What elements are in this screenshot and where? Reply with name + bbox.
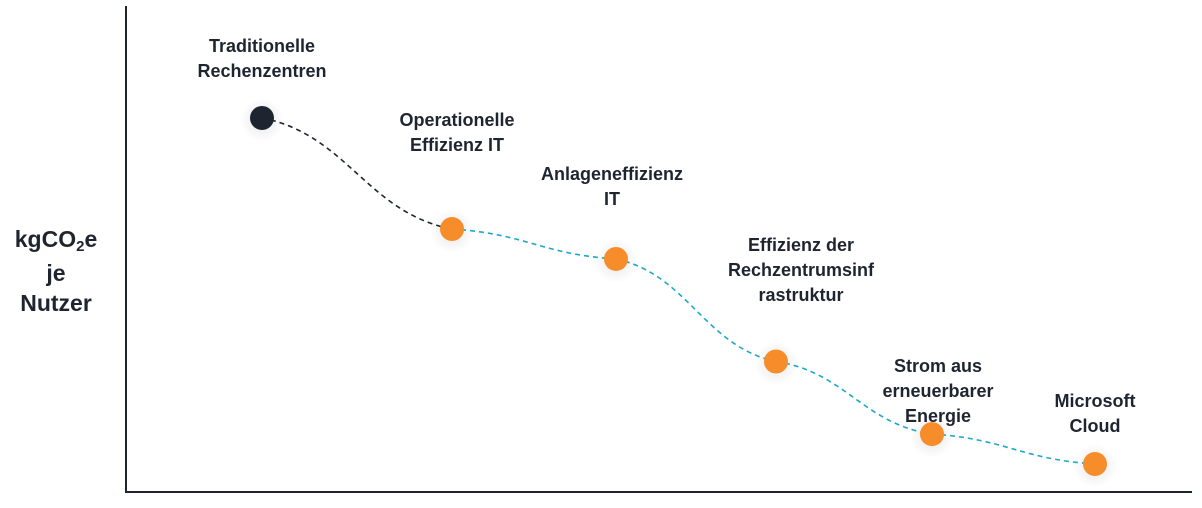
- point-label-3: Anlageneffizienz IT: [541, 164, 683, 209]
- data-point-6: [1073, 444, 1117, 488]
- y-axis-label: kgCO2e je Nutzer: [14, 226, 98, 316]
- curve-segment-5: [931, 433, 1096, 465]
- data-point-5: [910, 414, 954, 459]
- data-point-3: [594, 238, 638, 283]
- point-label-4: Effizienz der Rechzentrumsinf rastruktur: [728, 235, 875, 305]
- curve-segment-1: [261, 117, 453, 230]
- point-label-6: Microsoft Cloud: [1055, 391, 1136, 436]
- point-label-2: Operationelle Effizienz IT: [399, 110, 514, 155]
- data-point-4: [754, 341, 798, 386]
- data-point-2: [430, 209, 474, 254]
- point-label-5: Strom aus erneuerbarer Energie: [882, 356, 993, 426]
- data-point-1: [240, 98, 284, 142]
- point-label-1: Traditionelle Rechenzentren: [197, 36, 326, 81]
- curve-segment-2: [451, 228, 617, 260]
